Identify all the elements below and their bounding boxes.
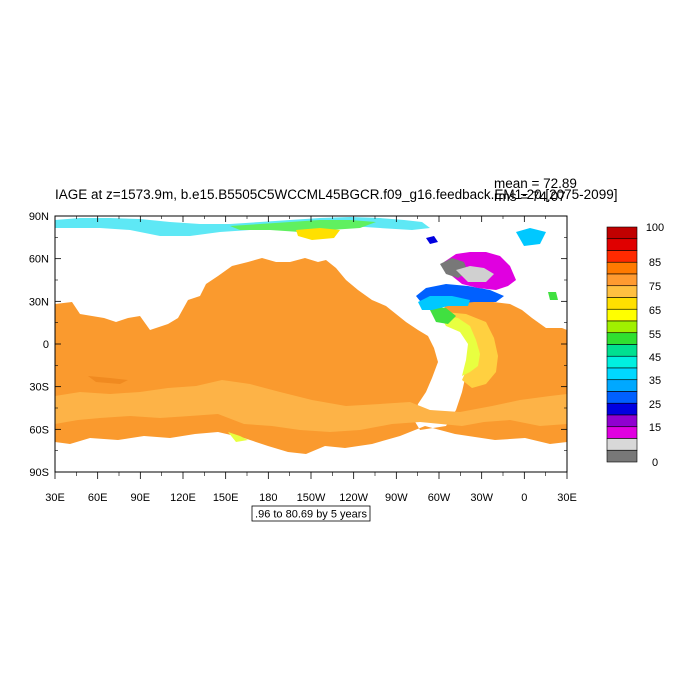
atlantic-light-band: [444, 312, 498, 388]
map-title: IAGE at z=1573.9m, b.e15.B5505C5WCCML45B…: [55, 187, 617, 202]
lon-label: 120E: [170, 492, 196, 504]
lat-label: 30S: [29, 382, 49, 394]
lat-label: 30N: [29, 296, 49, 308]
axis-ticks: [54, 215, 568, 479]
colorbar-label: 75: [649, 281, 661, 293]
colorbar-swatch: [606, 402, 638, 416]
lat-label: 60N: [29, 254, 49, 266]
lat-label: 0: [43, 339, 49, 351]
colorbar-label: 15: [649, 422, 661, 434]
lon-label: 30E: [45, 492, 65, 504]
mean-stat: mean = 72.89: [494, 176, 577, 191]
colorbar-swatch: [606, 332, 638, 345]
colorbar: [606, 226, 638, 463]
colorbar-swatch: [606, 261, 638, 275]
colorbar-swatch: [606, 355, 638, 369]
north-atlantic-lightgray: [456, 266, 494, 282]
baffin-blue-spot: [426, 236, 438, 244]
colorbar-swatch: [606, 449, 638, 463]
contour-info-text: .96 to 80.69 by 5 years: [255, 509, 367, 521]
lon-label: 60E: [88, 492, 108, 504]
colorbar-swatch: [606, 391, 638, 404]
colorbar-swatch: [606, 273, 638, 287]
colorbar-swatch: [606, 250, 638, 263]
colorbar-label: 35: [649, 375, 661, 387]
colorbar-swatch: [606, 379, 638, 392]
lon-label: 150E: [213, 492, 239, 504]
tasman-yellow-spot: [228, 432, 248, 442]
lat-label: 90N: [29, 211, 49, 223]
lon-label: 120W: [339, 492, 368, 504]
map-plot: [54, 215, 568, 479]
lon-label: 180: [259, 492, 277, 504]
indian-ocean-dark-streak: [88, 376, 128, 384]
colorbar-swatch: [606, 285, 638, 298]
lon-label: 30E: [557, 492, 577, 504]
lat-label: 90S: [29, 467, 49, 479]
colorbar-label: 55: [649, 329, 661, 341]
colorbar-swatch: [606, 320, 638, 334]
arctic-yellow-band: [296, 228, 340, 240]
colorbar-swatch: [606, 226, 638, 240]
arctic-green-band: [230, 220, 376, 232]
rms-stat: rms = 74.07: [494, 189, 566, 204]
colorbar-label: 0: [652, 457, 658, 469]
latitude-labels: 90N 60N 30N 0 30S 60S 90S: [29, 211, 49, 479]
lon-label: 90E: [131, 492, 151, 504]
north-atlantic-east-blue: [516, 228, 546, 246]
atlantic-yellow-tongue: [440, 316, 480, 376]
lon-label: 30W: [470, 492, 493, 504]
colorbar-swatch: [606, 438, 638, 451]
colorbar-label: 25: [649, 399, 661, 411]
atlantic-green-tongue: [428, 306, 456, 324]
lon-label: 150W: [297, 492, 326, 504]
nordic-green-spot: [548, 292, 558, 300]
longitude-labels: 30E 60E 90E 120E 150E 180 150W 120W 90W 60W 30W 0 30…: [45, 492, 577, 504]
colorbar-swatch: [606, 367, 638, 381]
lat-label: 60S: [29, 424, 49, 436]
colorbar-swatch: [606, 426, 638, 439]
colorbar-labels: 100 85 75 65 55 45 35 25 15 0: [646, 222, 664, 469]
colorbar-label: 65: [649, 305, 661, 317]
colorbar-swatch: [606, 238, 638, 251]
lon-label: 0: [521, 492, 527, 504]
colorbar-swatch: [606, 414, 638, 428]
colorbar-swatch: [606, 297, 638, 310]
colorbar-swatch: [606, 308, 638, 322]
contour-info-box: .96 to 80.69 by 5 years: [251, 505, 371, 522]
southern-ocean-light-band: [55, 380, 567, 432]
colorbar-label: 45: [649, 352, 661, 364]
gulf-stream-cyan: [418, 296, 470, 310]
colorbar-swatch: [606, 344, 638, 357]
colorbar-label: 100: [646, 222, 664, 234]
colorbar-label: 85: [649, 257, 661, 269]
lon-label: 90W: [385, 492, 408, 504]
lon-label: 60W: [428, 492, 451, 504]
